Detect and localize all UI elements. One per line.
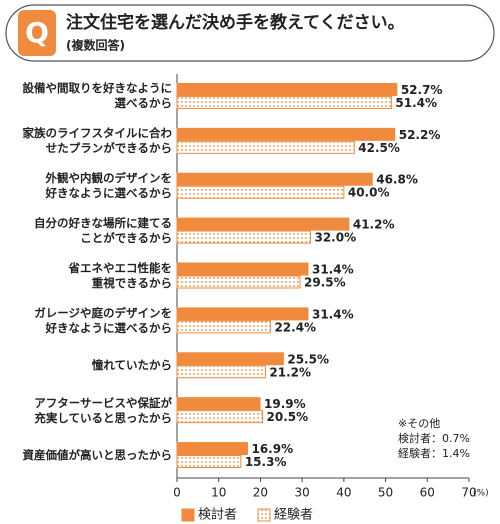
bar — [176, 185, 345, 199]
bar — [176, 230, 311, 244]
x-axis-unit: (%) — [473, 489, 489, 499]
value-label: 25.5% — [287, 352, 329, 366]
category-label: 省エネやエコ性能を 重視できるから — [68, 261, 173, 290]
badge: Q — [25, 16, 49, 49]
value-label: 29.5% — [304, 276, 346, 290]
bar — [176, 307, 309, 321]
value-label: 31.4% — [312, 307, 354, 321]
value-label: 20.5% — [267, 410, 309, 424]
bar — [176, 320, 271, 334]
value-label: 21.2% — [269, 365, 311, 379]
badge-bg — [18, 10, 56, 56]
value-label: 32.0% — [314, 231, 356, 245]
bar — [176, 275, 301, 289]
value-label: 15.3% — [245, 455, 287, 469]
bar — [176, 410, 264, 424]
category-label: 家族のライフスタイルに合わ せたプランができるから — [22, 126, 173, 156]
x-tick-label: 70 — [461, 486, 476, 500]
x-tick-label: 10 — [211, 486, 226, 500]
value-label: 16.9% — [251, 442, 293, 456]
bar — [176, 262, 309, 276]
bar — [176, 217, 350, 231]
value-label: 52.2% — [399, 128, 441, 142]
value-label: 40.0% — [348, 186, 390, 200]
legend-swatch — [257, 508, 271, 522]
category-label: 資産価値が高いと思ったから — [22, 448, 173, 463]
value-label: 22.4% — [274, 320, 316, 334]
value-label: 52.7% — [401, 83, 443, 97]
legend-label: 検討者 — [198, 507, 237, 523]
category-label: 自分の好きな場所に建てる ことができるから — [34, 216, 172, 246]
chart-subtitle: (複数回答) — [66, 38, 125, 53]
value-label: 41.2% — [353, 218, 395, 232]
legend-label: 経験者 — [274, 508, 313, 523]
bar — [176, 397, 261, 411]
bar — [176, 365, 266, 379]
bar — [176, 442, 248, 456]
x-tick-label: 20 — [253, 486, 268, 500]
value-label: 46.8% — [376, 173, 418, 187]
bar — [176, 127, 396, 141]
bar — [176, 140, 355, 154]
legend-swatch — [181, 508, 195, 522]
value-label: 31.4% — [312, 263, 354, 277]
value-label: 51.4% — [395, 96, 437, 110]
bar — [176, 172, 373, 186]
category-label: 設備や間取りを好きなように 選べるから — [22, 81, 173, 111]
chart-title: 注文住宅を選んだ決め手を教えてください。 — [66, 12, 405, 33]
category-label: アフターサービスや保証が 充実していると思ったから — [34, 395, 172, 425]
x-tick-label: 50 — [378, 486, 393, 500]
bar — [176, 455, 242, 469]
annotation: ※その他 検討者：0.7% 経験者：1.4% — [398, 417, 470, 460]
bar — [176, 95, 392, 109]
category-label: 外観や内観のデザインを 好きなように選べるから — [45, 171, 173, 201]
value-label: 19.9% — [264, 397, 306, 411]
x-tick-label: 40 — [336, 486, 351, 500]
x-tick-label: 30 — [295, 486, 310, 500]
title-frame — [5, 4, 495, 62]
bar — [176, 352, 284, 366]
x-tick-label: 60 — [420, 486, 435, 500]
category-label: 憧れていたから — [91, 358, 172, 373]
x-tick-label: 0 — [173, 486, 181, 500]
value-label: 42.5% — [358, 141, 400, 155]
category-label: ガレージや庭のデザインを 好きなように選べるから — [34, 305, 172, 335]
bar — [176, 82, 398, 96]
